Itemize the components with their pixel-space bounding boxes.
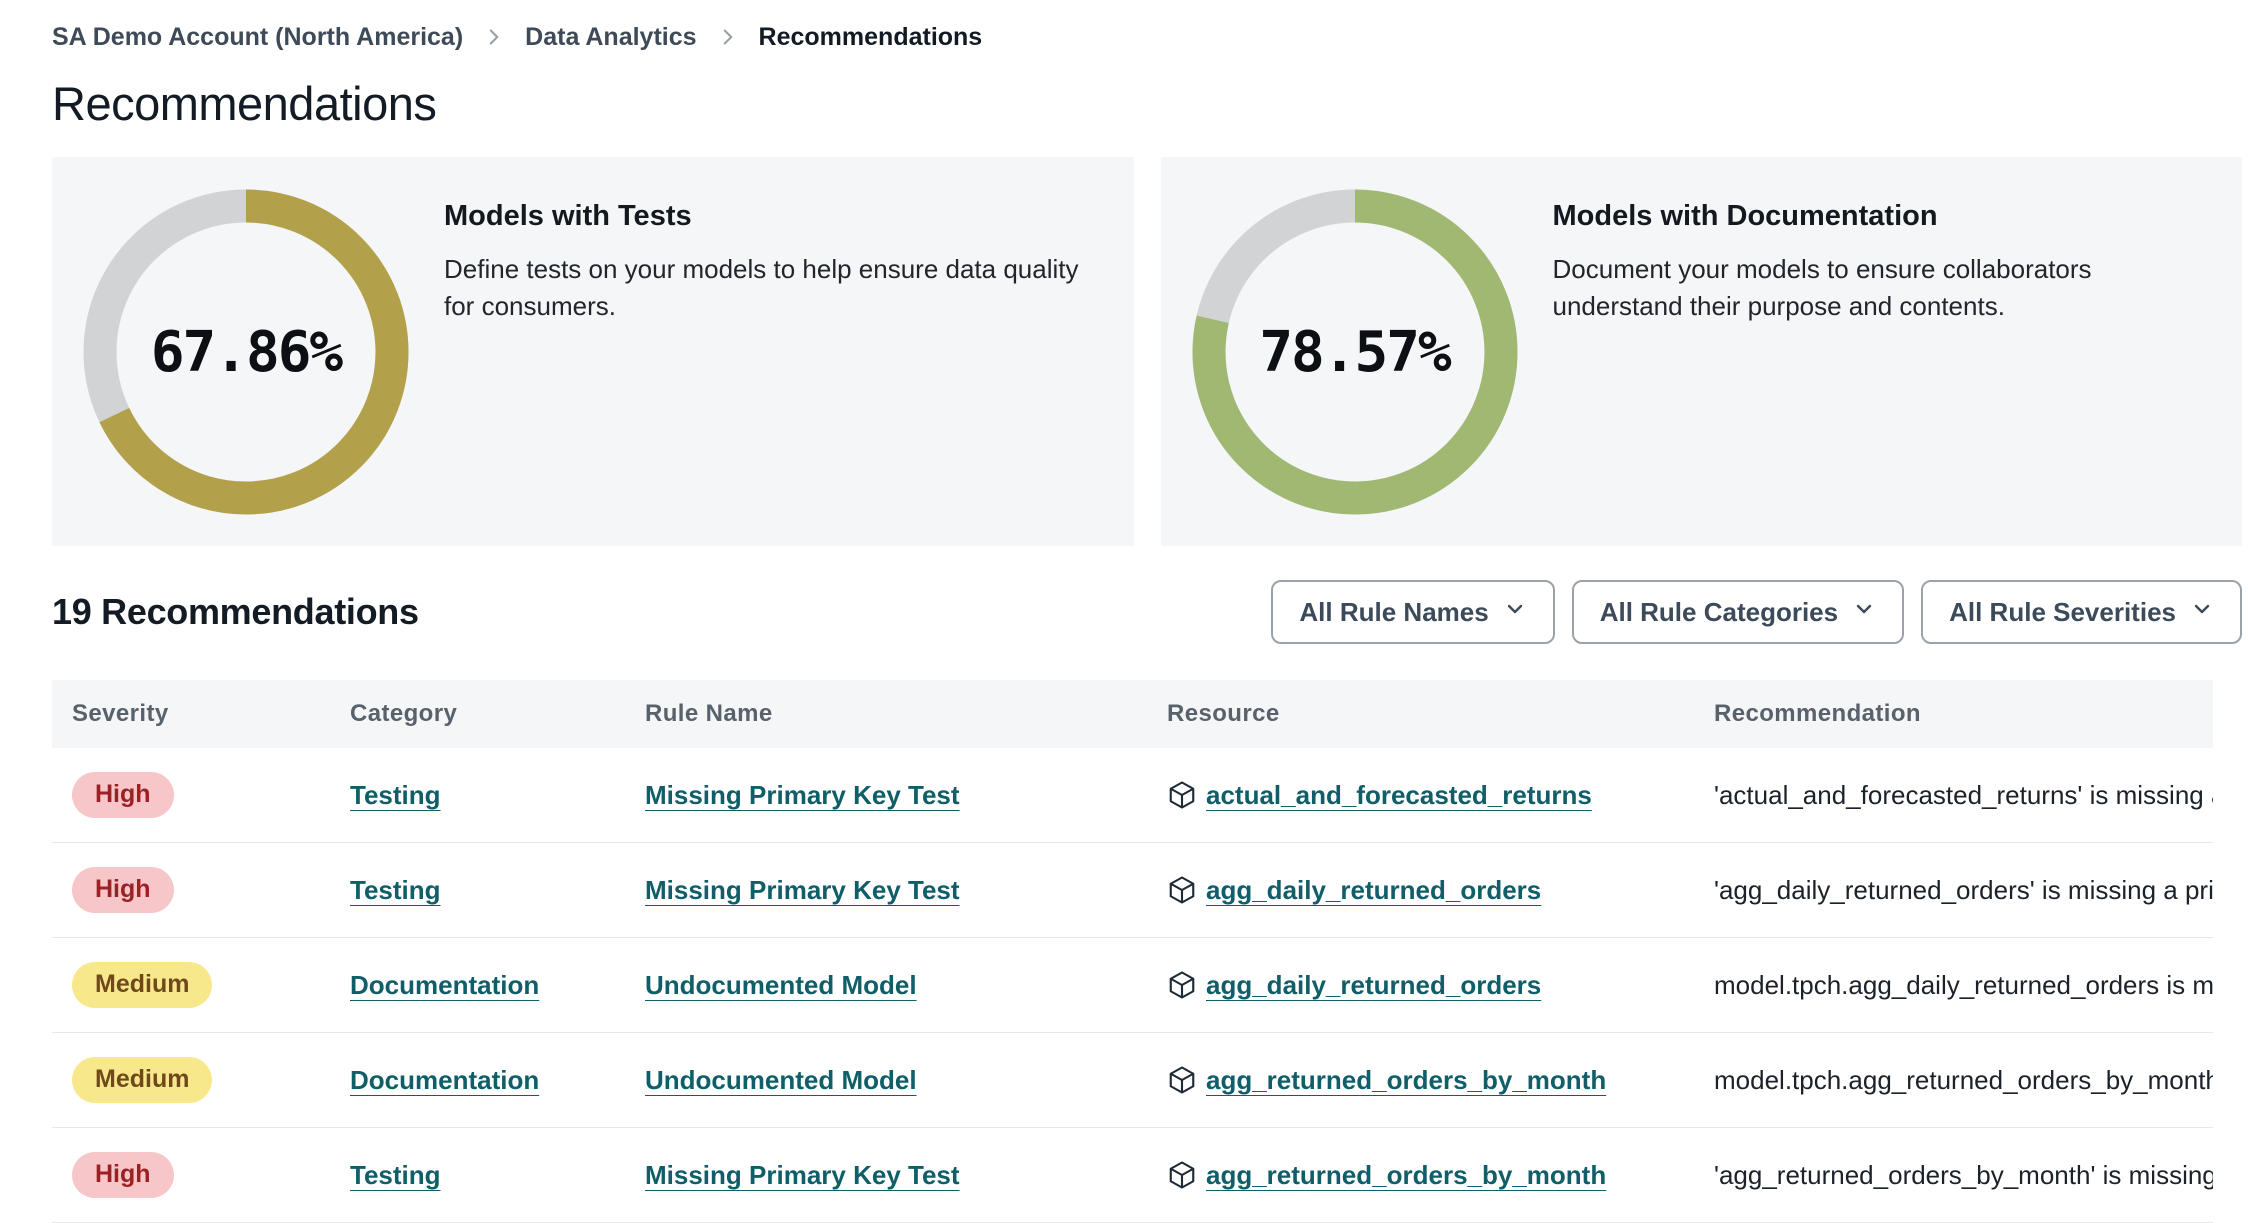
model-cube-icon [1167, 1065, 1197, 1095]
chevron-right-icon [715, 24, 741, 50]
severity-badge: High [72, 772, 174, 818]
card-title: Models with Tests [444, 200, 692, 232]
severity-badge: High [72, 867, 174, 913]
table-row: High Testing Missing Primary Key Test ac… [52, 748, 2213, 843]
table-header: Severity Category Rule Name Resource Rec… [52, 680, 2213, 748]
rule-name-link[interactable]: Undocumented Model [645, 969, 917, 1000]
chevron-down-icon [1503, 597, 1527, 628]
card-description: Document your models to ensure collabora… [1552, 254, 2092, 321]
breadcrumb-account[interactable]: SA Demo Account (North America) [52, 22, 464, 51]
card-title: Models with Documentation [1552, 200, 1938, 232]
rule-severities-filter[interactable]: All Rule Severities [1921, 580, 2242, 644]
column-header-rule-name: Rule Name [645, 700, 773, 727]
rule-name-link[interactable]: Missing Primary Key Test [645, 1159, 960, 1190]
column-header-severity: Severity [72, 700, 169, 727]
resource-link[interactable]: agg_returned_orders_by_month [1206, 1064, 1607, 1095]
tests-percent-value: 67.86% [150, 319, 343, 385]
filters: All Rule Names All Rule Categories All R… [1271, 580, 2242, 644]
table-body: High Testing Missing Primary Key Test ac… [52, 748, 2213, 1223]
recommendation-text: 'actual_and_forecasted_returns' is missi… [1714, 779, 2213, 810]
rule-categories-filter[interactable]: All Rule Categories [1571, 580, 1905, 644]
table-row: High Testing Missing Primary Key Test ag… [52, 843, 2213, 938]
resource-link[interactable]: agg_returned_orders_by_month [1206, 1159, 1607, 1190]
column-header-recommendation: Recommendation [1714, 700, 1921, 727]
table-row: Medium Documentation Undocumented Model … [52, 938, 2213, 1033]
severity-badge: High [72, 1152, 174, 1198]
recommendation-text: 'agg_returned_orders_by_month' is missin… [1714, 1159, 2213, 1190]
chevron-down-icon [1852, 597, 1876, 628]
category-link[interactable]: Documentation [350, 969, 540, 1000]
donut-arc [1192, 189, 1517, 515]
breadcrumb: SA Demo Account (North America) Data Ana… [52, 20, 2242, 54]
model-cube-icon [1167, 780, 1197, 810]
card-models-with-tests: 67.86% Models with Tests Define tests on… [52, 157, 1134, 546]
column-header-category: Category [350, 700, 458, 727]
donut-arc [83, 189, 409, 515]
card-description: Define tests on your models to help ensu… [444, 254, 1079, 321]
tests-donut-chart: 67.86% [82, 188, 410, 516]
category-link[interactable]: Testing [350, 1159, 441, 1190]
column-header-resource: Resource [1167, 700, 1280, 727]
rule-name-link[interactable]: Undocumented Model [645, 1064, 917, 1095]
list-toolbar: 19 Recommendations All Rule Names All Ru… [52, 580, 2242, 644]
resource-link[interactable]: actual_and_forecasted_returns [1206, 779, 1592, 810]
table-row: Medium Documentation Undocumented Model … [52, 1033, 2213, 1128]
page-title: Recommendations [52, 77, 437, 130]
recommendation-text: model.tpch.agg_returned_orders_by_month … [1714, 1064, 2213, 1095]
recommendation-text: 'agg_daily_returned_orders' is missing a… [1714, 874, 2213, 905]
breadcrumb-current: Recommendations [758, 22, 983, 51]
model-cube-icon [1167, 875, 1197, 905]
resource-link[interactable]: agg_daily_returned_orders [1206, 969, 1542, 1000]
documentation-donut-chart: 78.57% [1191, 188, 1519, 516]
recommendation-text: model.tpch.agg_daily_returned_orders is … [1714, 969, 2213, 1000]
filter-label: All Rule Severities [1949, 596, 2176, 627]
category-link[interactable]: Testing [350, 874, 441, 905]
filter-label: All Rule Names [1299, 596, 1489, 627]
card-models-with-documentation: 78.57% Models with Documentation Documen… [1160, 157, 2242, 546]
severity-badge: Medium [72, 962, 213, 1008]
rule-name-link[interactable]: Missing Primary Key Test [645, 779, 960, 810]
metric-cards: 67.86% Models with Tests Define tests on… [52, 157, 2242, 546]
severity-badge: Medium [72, 1057, 213, 1103]
recommendations-count: 19 Recommendations [52, 591, 419, 632]
recommendations-table: Severity Category Rule Name Resource Rec… [52, 680, 2213, 1223]
rule-names-filter[interactable]: All Rule Names [1271, 580, 1555, 644]
chevron-down-icon [2190, 597, 2214, 628]
chevron-right-icon [481, 24, 507, 50]
rule-name-link[interactable]: Missing Primary Key Test [645, 874, 960, 905]
documentation-percent-value: 78.57% [1259, 319, 1451, 385]
model-cube-icon [1167, 970, 1197, 1000]
model-cube-icon [1167, 1160, 1197, 1190]
category-link[interactable]: Documentation [350, 1064, 540, 1095]
filter-label: All Rule Categories [1599, 596, 1839, 627]
category-link[interactable]: Testing [350, 779, 441, 810]
resource-link[interactable]: agg_daily_returned_orders [1206, 874, 1542, 905]
table-row: High Testing Missing Primary Key Test ag… [52, 1128, 2213, 1223]
breadcrumb-project[interactable]: Data Analytics [525, 22, 697, 51]
